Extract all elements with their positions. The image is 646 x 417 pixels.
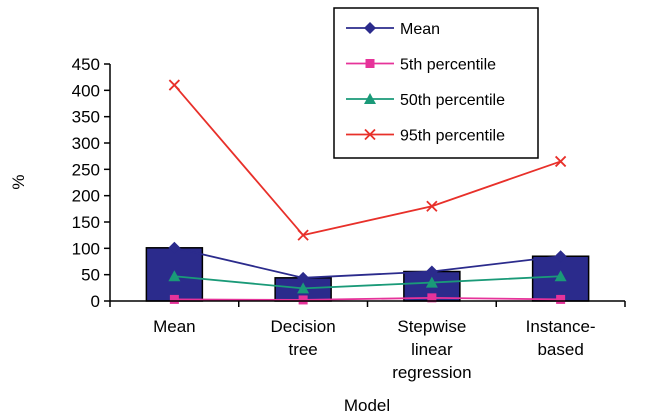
y-tick-label-4: 200: [72, 187, 100, 206]
axes-layer: 0 50 100 150 200 250 300 350 400 450 Mean Decision t…: [72, 55, 626, 382]
y-tick-label-1: 50: [81, 266, 100, 285]
legend-marker-2: [364, 93, 376, 104]
series-1-point-2: [427, 293, 437, 303]
series-1-point-3: [556, 294, 566, 304]
series-3-point-0: [168, 79, 181, 91]
series-line-0: [174, 246, 561, 279]
series-0-point-1: [297, 271, 310, 284]
legend-marker-0: [364, 22, 376, 34]
series-line-1: [174, 296, 561, 301]
series-3-point-2: [426, 200, 438, 212]
legend-marker-1: [365, 59, 375, 68]
y-tick-label-9: 450: [72, 55, 100, 74]
series-3-point-3: [554, 155, 567, 168]
y-tick-label-2: 100: [72, 239, 100, 258]
legend-label-0: Mean: [400, 21, 440, 38]
legend: Mean 5th percentile 50th percentile 95th pe…: [333, 7, 539, 159]
x-tick-label-2: Stepwise linear regression: [392, 317, 471, 382]
y-tick-label-8: 400: [72, 81, 100, 100]
y-axis-title: %: [9, 174, 28, 189]
series-1-point-1: [298, 295, 308, 305]
series-2-point-0: [168, 270, 181, 282]
lines-layer: [168, 79, 567, 305]
legend-label-2: 50th percentile: [400, 92, 505, 109]
legend-label-1: 5th percentile: [400, 57, 496, 74]
x-tick-label-3: Instance-based: [526, 317, 596, 359]
y-tick-label-5: 250: [72, 160, 100, 179]
series-1-point-0: [169, 294, 179, 304]
y-tick-label-6: 300: [72, 134, 100, 153]
series-2-point-2: [425, 276, 438, 288]
x-axis-title: Model: [344, 396, 390, 415]
x-tick-label-0: Mean: [153, 317, 196, 336]
series-0-point-3: [554, 250, 567, 263]
legend-marker-3: [364, 128, 376, 141]
series-line-2: [174, 275, 561, 290]
legend-label-3: 95th percentile: [400, 128, 505, 145]
series-2-point-1: [297, 282, 310, 294]
y-tick-label-3: 150: [72, 213, 100, 232]
y-tick-label-0: 0: [91, 292, 100, 311]
series-0-point-2: [425, 265, 438, 278]
y-tick-label-7: 350: [72, 108, 100, 127]
series-0-point-0: [168, 241, 181, 254]
series-line-3: [173, 84, 561, 237]
series-2-point-3: [554, 270, 567, 282]
x-tick-label-1: Decision tree: [271, 317, 336, 359]
series-3-point-1: [297, 229, 309, 241]
